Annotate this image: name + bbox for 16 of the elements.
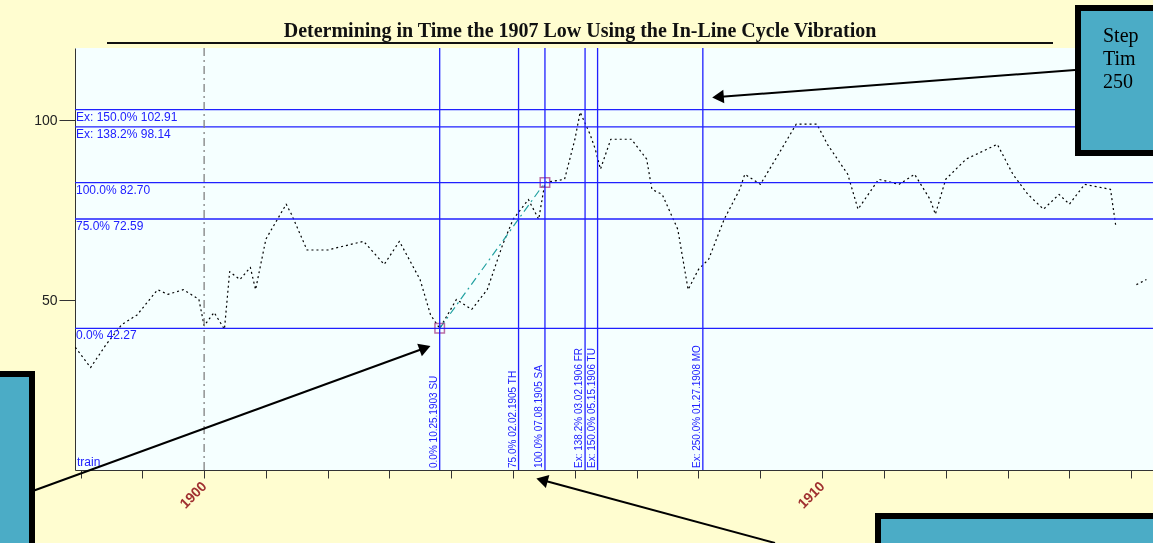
ref-line-label: Ex: 150.0% 05.15.1906 TU xyxy=(585,348,597,468)
ref-line-label: 100.0% 82.70 xyxy=(76,182,151,197)
ref-line-label: Ex: 138.2% 98.14 xyxy=(76,126,172,141)
ref-line-label: 0.0% 10.25.1903 SU xyxy=(427,375,439,468)
chart-title: Determining in Time the 1907 Low Using the In-Line Cycle Vibration xyxy=(283,19,877,42)
ref-line-label: Ex: 250.0% 01.27.1908 MO xyxy=(690,344,702,468)
ref-line-label: 75.0% 02.02.1905 TH xyxy=(506,370,518,468)
ref-line-label: Ex: 150.0% 102.91 xyxy=(76,109,178,124)
annotation: train xyxy=(77,455,101,469)
y-tick-label: 50 xyxy=(41,291,58,308)
ref-line-label: 100.0% 07.08.1905 SA xyxy=(532,364,544,468)
ref-line-label: 75.0% 72.59 xyxy=(76,219,144,233)
ref-line-label: 0.0% 42.27 xyxy=(76,328,138,343)
y-tick-label: 100 xyxy=(34,111,58,128)
annotation: Step Tim 250 xyxy=(1103,24,1139,92)
ref-line-label: Ex: 138.2% 03.02.1906 FR xyxy=(573,347,585,468)
